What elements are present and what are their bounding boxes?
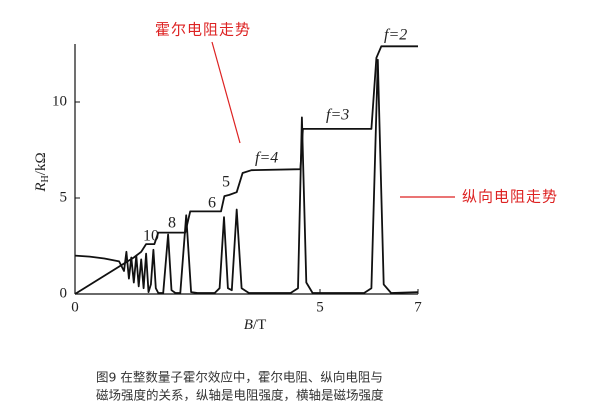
- x-label-symbol: B: [244, 317, 253, 333]
- series-line: [74, 45, 418, 295]
- annotation-line: [211, 41, 241, 144]
- caption: 图9 在整数量子霍尔效应中，霍尔电阻、纵向电阻与: [96, 370, 383, 385]
- plateau-label: f=3: [326, 107, 349, 124]
- y-label-subscript: H: [40, 175, 51, 182]
- caption: 磁场强度的关系，纵轴是电阻强度，横轴是磁场强度: [96, 388, 384, 403]
- plateau-label: f=4: [255, 150, 278, 167]
- annotation: 霍尔电阻走势: [155, 21, 251, 39]
- annotation: 纵向电阻走势: [462, 188, 558, 206]
- x-tick-label: 7: [414, 299, 422, 315]
- x-label-unit: /T: [253, 317, 266, 333]
- x-tick-label: 0: [71, 299, 79, 315]
- y-axis-label: RH/kΩ: [33, 152, 51, 192]
- plateau-label: 5: [222, 174, 230, 191]
- y-tick-label: 10: [52, 93, 67, 109]
- x-tick-label: 5: [316, 299, 324, 315]
- plateau-label: 6: [208, 195, 216, 212]
- series-line: [74, 58, 419, 294]
- y-label-symbol: R: [33, 182, 49, 192]
- x-axis-label: B/T: [244, 317, 267, 333]
- y-tick-label: 0: [60, 285, 68, 301]
- y-tick-label: 5: [60, 189, 68, 205]
- plateau-label: f=2: [384, 27, 407, 44]
- plateau-label: 8: [168, 215, 176, 232]
- y-label-unit: /kΩ: [33, 152, 49, 175]
